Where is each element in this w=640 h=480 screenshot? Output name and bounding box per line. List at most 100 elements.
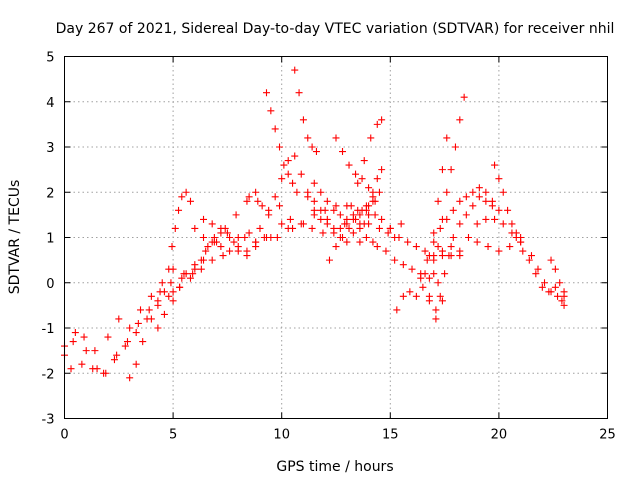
data-point [425, 252, 433, 260]
data-point [147, 292, 155, 300]
data-point [339, 234, 347, 241]
data-point [176, 283, 184, 291]
data-point [71, 329, 79, 337]
data-point [538, 283, 546, 291]
data-point [508, 220, 516, 228]
data-point [482, 197, 490, 205]
series-track-23 [417, 184, 503, 282]
data-point [491, 215, 499, 223]
data-point [260, 234, 268, 241]
data-point [441, 270, 449, 278]
data-point [291, 66, 299, 74]
data-point [336, 224, 344, 232]
data-point [519, 247, 527, 255]
data-point [358, 175, 366, 183]
data-point [308, 143, 316, 151]
series-track-5 [154, 229, 225, 332]
data-point [375, 224, 383, 232]
data-point [276, 202, 284, 210]
data-point [475, 184, 483, 192]
data-point [560, 292, 568, 300]
data-point [230, 238, 238, 246]
data-point [189, 270, 197, 278]
data-point [145, 306, 153, 314]
data-point [449, 234, 457, 241]
series-track-17 [304, 193, 381, 251]
data-point [69, 338, 77, 346]
data-point [447, 252, 455, 260]
data-point [473, 220, 481, 228]
data-point [347, 202, 355, 210]
data-point [469, 188, 477, 196]
data-point [297, 220, 305, 228]
data-point [421, 270, 429, 278]
series-track-10 [291, 66, 320, 156]
series-track-3 [67, 224, 292, 377]
data-point [475, 193, 483, 201]
series-track-28 [512, 234, 566, 305]
series-track-2 [61, 197, 327, 377]
series-track-27 [473, 238, 568, 309]
data-point [82, 347, 90, 355]
series-track-6 [165, 188, 194, 273]
data-point [169, 297, 177, 305]
data-point [421, 247, 429, 255]
data-point [134, 319, 142, 327]
data-point [345, 224, 353, 232]
data-point [395, 234, 403, 241]
data-point [160, 288, 168, 296]
grid-lines [64, 56, 608, 419]
data-point [534, 265, 542, 273]
data-point [104, 333, 112, 341]
data-point [178, 193, 186, 201]
data-point [89, 365, 97, 373]
data-point [332, 243, 340, 251]
data-point [232, 211, 240, 219]
data-point [560, 301, 568, 309]
data-point [286, 215, 294, 223]
data-point [323, 220, 331, 228]
y-tick-label: 4 [46, 96, 54, 111]
data-point [271, 125, 279, 133]
data-point [495, 206, 503, 214]
data-point [456, 116, 464, 124]
data-point [438, 252, 446, 260]
data-point [175, 206, 183, 214]
data-point [460, 93, 468, 101]
data-point [200, 215, 208, 223]
data-point [371, 211, 379, 219]
data-point [243, 252, 251, 260]
data-point [154, 324, 162, 332]
data-point [208, 238, 216, 246]
data-point [336, 211, 344, 219]
data-point [425, 274, 433, 282]
data-point [123, 338, 131, 346]
data-point [304, 134, 312, 142]
data-point [430, 229, 438, 237]
data-point [168, 243, 176, 251]
data-point [226, 247, 234, 255]
data-point [443, 215, 451, 223]
data-point [499, 220, 507, 228]
data-point [443, 188, 451, 196]
data-point [330, 206, 338, 214]
x-tick-label: 20 [491, 428, 508, 443]
data-point [291, 152, 299, 160]
data-point [449, 206, 457, 214]
series-track-18 [382, 247, 442, 287]
series-track-7 [200, 215, 268, 255]
data-point [371, 197, 379, 205]
data-point [121, 342, 129, 350]
data-point [262, 89, 270, 97]
y-tick-labels: -3 -2 -1 0 1 2 3 4 5 [42, 51, 55, 428]
y-tick-label: -2 [42, 367, 55, 382]
data-point [506, 243, 514, 251]
data-point [295, 89, 303, 97]
x-tick-labels: 0 5 10 15 20 25 [60, 428, 615, 443]
data-point [419, 283, 427, 291]
data-point [223, 229, 231, 237]
data-point [280, 161, 288, 169]
data-point [276, 143, 284, 151]
data-point [432, 306, 440, 314]
data-point [139, 338, 147, 346]
